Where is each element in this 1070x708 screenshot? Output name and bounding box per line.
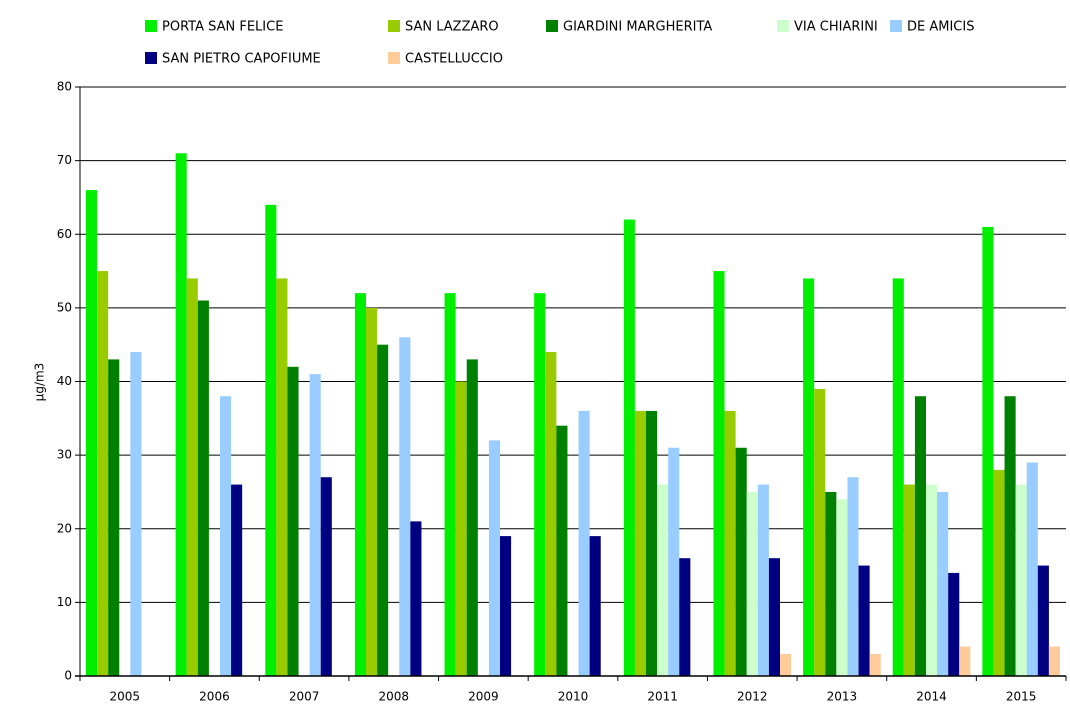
bar — [354, 293, 366, 676]
bar — [646, 410, 658, 676]
x-tick-label: 2014 — [916, 690, 947, 704]
x-tick-label: 2012 — [737, 690, 768, 704]
bar — [366, 307, 378, 676]
legend-swatch — [388, 52, 400, 64]
bar — [276, 278, 288, 676]
legend-label: CASTELLUCCIO — [405, 52, 503, 67]
legend-swatch — [890, 20, 902, 32]
bar — [488, 440, 500, 676]
bar — [836, 499, 848, 676]
bar — [926, 484, 938, 676]
y-tick-label: 0 — [64, 669, 72, 683]
bar — [377, 344, 389, 676]
bar — [993, 469, 1005, 676]
bar — [287, 366, 299, 676]
bar — [444, 293, 456, 676]
bar — [578, 410, 590, 676]
y-axis-label: µg/m3 — [33, 363, 47, 402]
bar — [466, 359, 478, 676]
bar — [757, 484, 769, 676]
bar — [713, 271, 725, 676]
bar — [130, 352, 142, 676]
bar — [399, 337, 411, 676]
bar — [320, 477, 332, 676]
bar — [948, 572, 960, 676]
bar — [589, 536, 601, 676]
legend-label: SAN PIETRO CAPOFIUME — [162, 52, 321, 67]
legend-swatch — [777, 20, 789, 32]
bar — [545, 352, 557, 676]
bar — [86, 190, 98, 676]
bar — [780, 653, 792, 676]
x-tick-label: 2005 — [110, 690, 141, 704]
legend-swatch — [145, 20, 157, 32]
bar — [679, 558, 691, 676]
bar — [735, 447, 747, 676]
bar — [534, 293, 546, 676]
x-tick-label: 2010 — [558, 690, 589, 704]
bar — [668, 447, 680, 676]
legend-swatch — [546, 20, 558, 32]
bar — [814, 388, 826, 676]
bar — [410, 521, 422, 676]
bar — [265, 204, 277, 677]
legend-swatch — [388, 20, 400, 32]
bar — [892, 278, 904, 676]
x-tick-label: 2006 — [199, 690, 230, 704]
legend-label: VIA CHIARINI — [794, 20, 878, 35]
legend-label: PORTA SAN FELICE — [162, 20, 283, 35]
bar — [903, 484, 915, 676]
y-tick-label: 50 — [57, 300, 72, 314]
bar — [858, 565, 870, 676]
bar — [869, 653, 881, 676]
bar — [108, 359, 120, 676]
bar — [1015, 484, 1027, 676]
bar — [220, 396, 232, 676]
bar — [746, 491, 758, 676]
bar — [197, 300, 209, 676]
bar — [455, 381, 467, 676]
bar — [657, 484, 669, 676]
bar — [982, 226, 994, 676]
x-tick-label: 2008 — [378, 690, 409, 704]
bar — [1026, 462, 1038, 676]
legend-label: DE AMICIS — [907, 20, 974, 35]
bar — [1037, 565, 1049, 676]
y-tick-label: 40 — [57, 374, 72, 388]
bar — [937, 491, 949, 676]
bar — [847, 477, 859, 676]
x-tick-label: 2013 — [827, 690, 858, 704]
legend-label: SAN LAZZARO — [405, 20, 499, 35]
bar — [724, 410, 736, 676]
bar — [634, 410, 646, 676]
x-tick-label: 2015 — [1006, 690, 1037, 704]
y-tick-label: 60 — [57, 227, 72, 241]
bar — [309, 374, 321, 676]
bar — [500, 536, 512, 676]
bar — [186, 278, 198, 676]
x-tick-label: 2011 — [647, 690, 678, 704]
bar — [97, 271, 109, 676]
y-tick-label: 10 — [57, 595, 72, 609]
bar — [825, 491, 837, 676]
bar — [556, 425, 568, 676]
x-tick-label: 2007 — [289, 690, 320, 704]
y-tick-label: 70 — [57, 153, 72, 167]
bar — [1004, 396, 1016, 676]
legend-label: GIARDINI MARGHERITA — [563, 20, 712, 35]
y-tick-label: 20 — [57, 521, 72, 535]
bar — [768, 558, 780, 676]
x-tick-label: 2009 — [468, 690, 499, 704]
bar — [623, 219, 635, 676]
bar — [231, 484, 243, 676]
legend-swatch — [145, 52, 157, 64]
y-tick-label: 30 — [57, 448, 72, 462]
bar — [914, 396, 926, 676]
bar — [1048, 646, 1060, 676]
bar — [803, 278, 815, 676]
y-tick-label: 80 — [57, 80, 72, 94]
bar — [175, 153, 187, 676]
bar — [959, 646, 971, 676]
